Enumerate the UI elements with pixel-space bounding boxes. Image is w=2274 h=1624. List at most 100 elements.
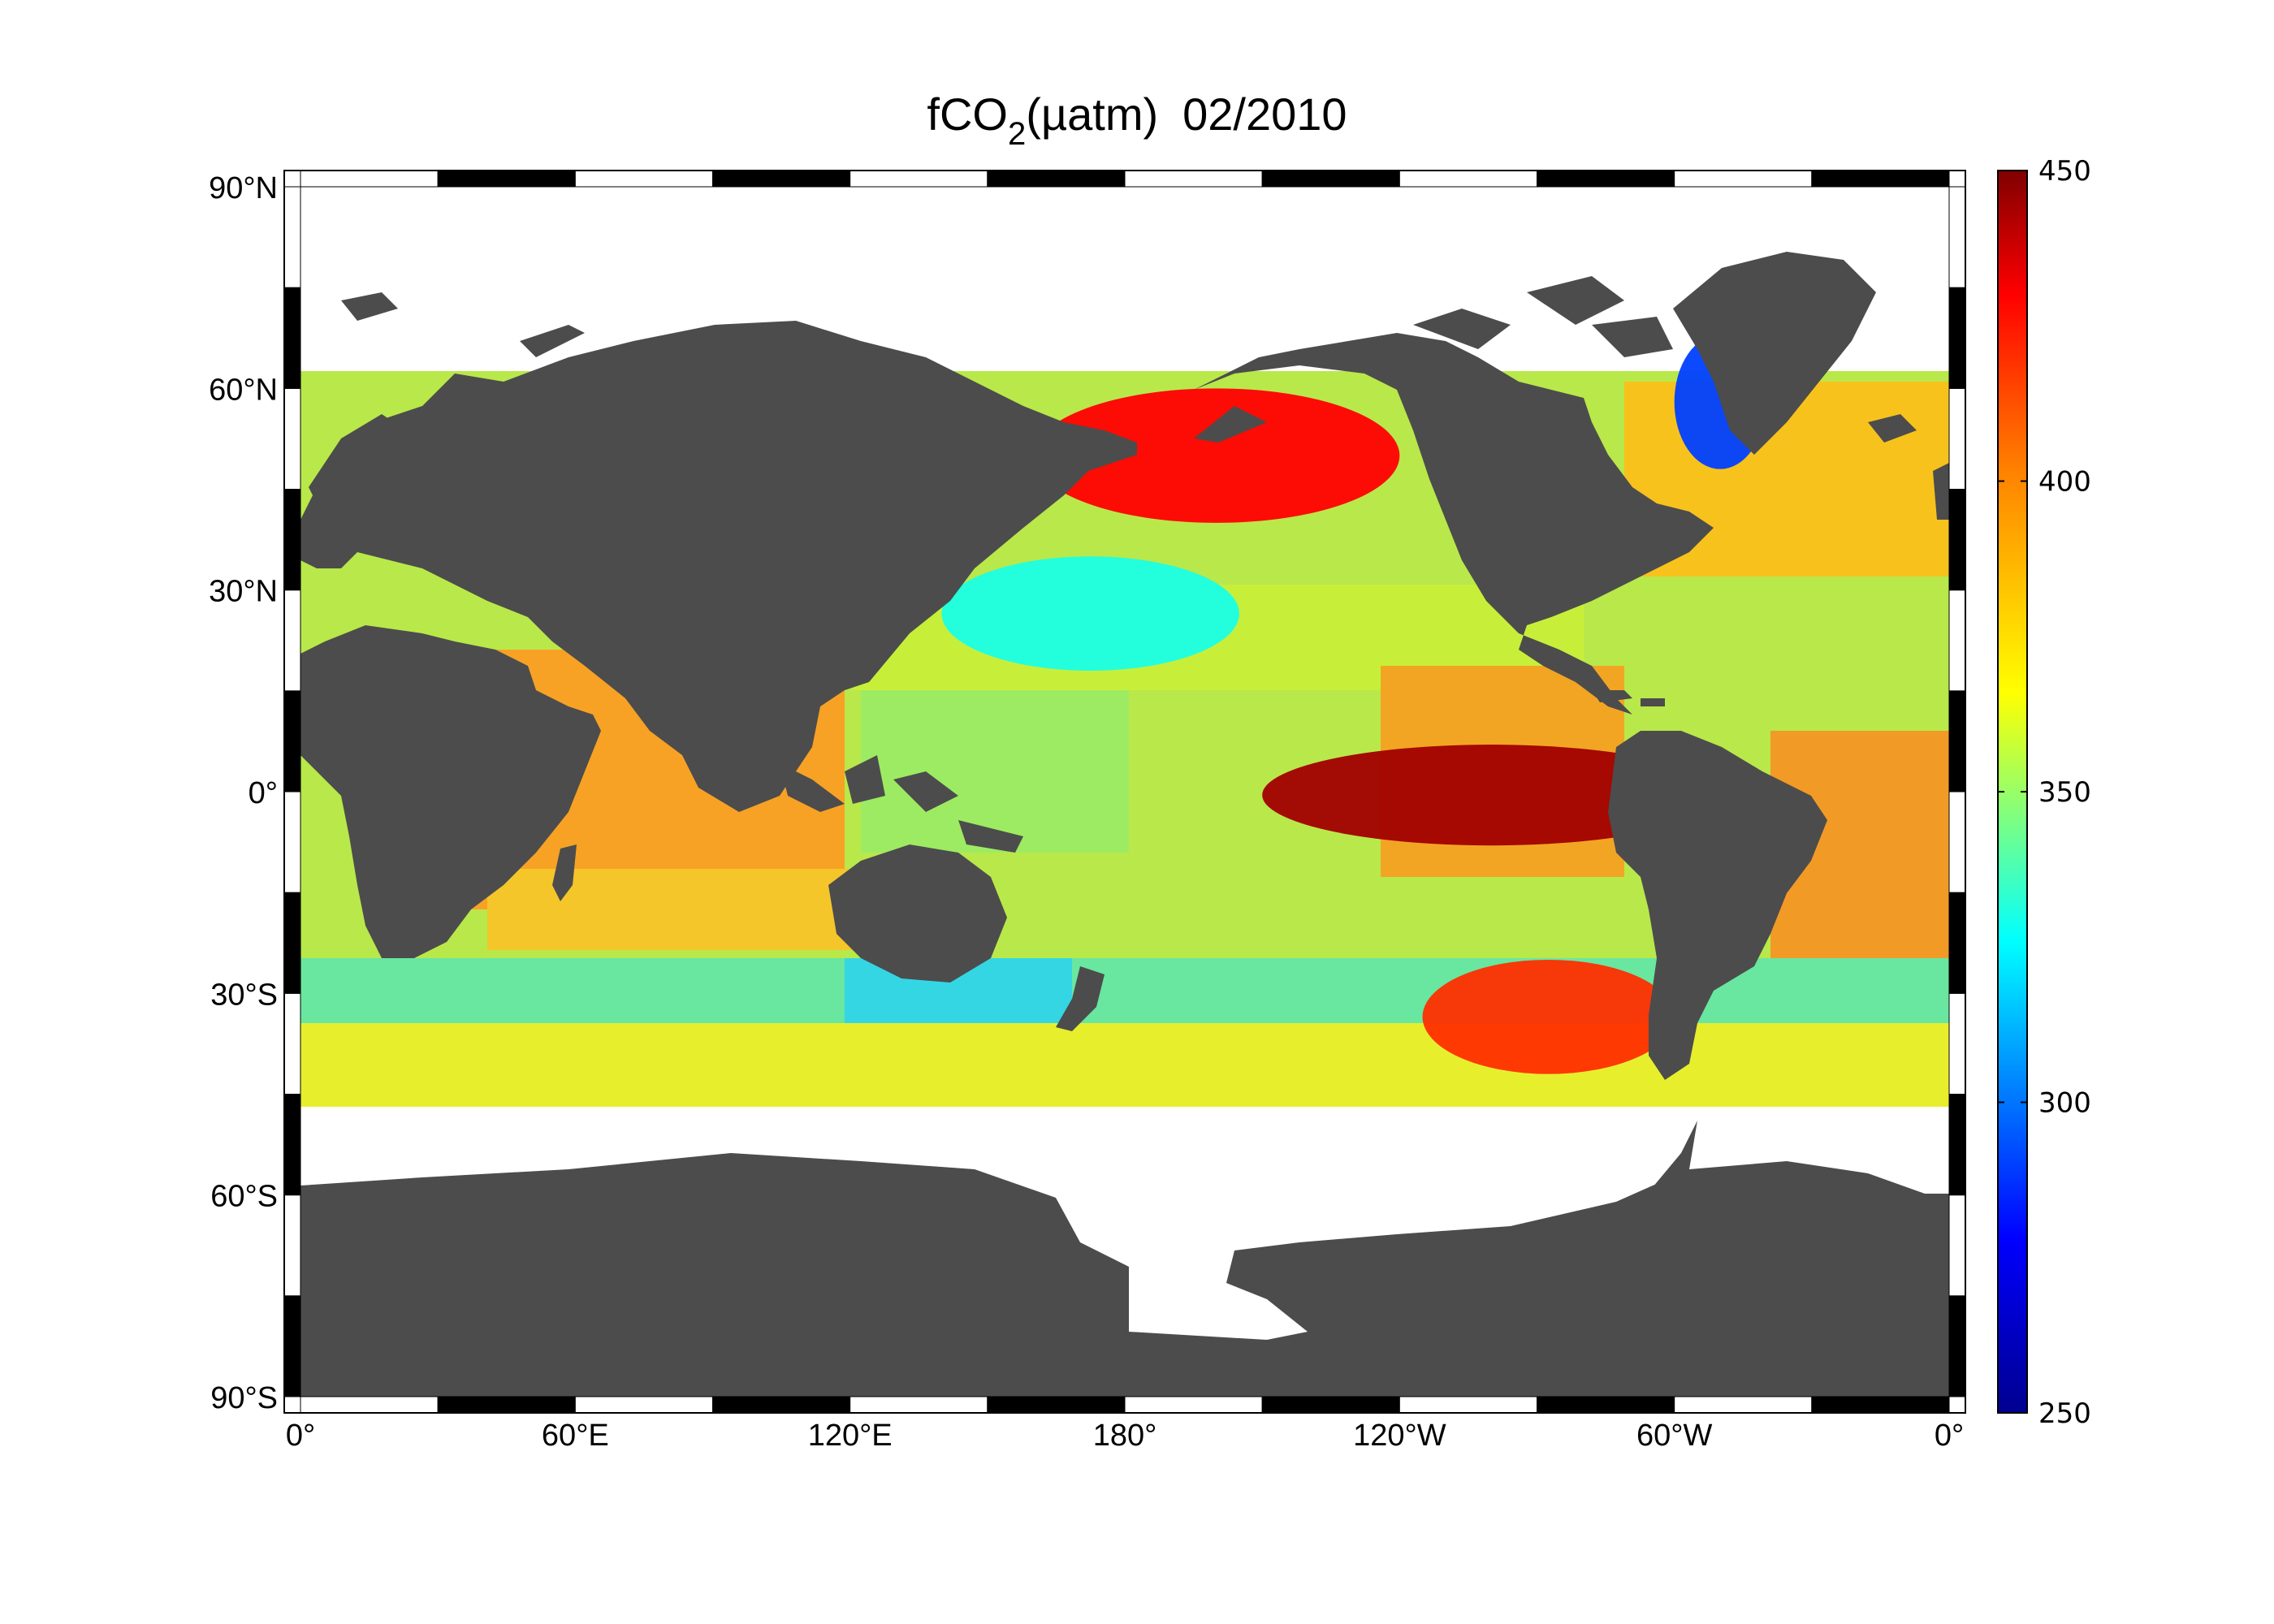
frame-band-left--15	[283, 791, 301, 893]
frame-band-right--15	[1948, 791, 1966, 893]
frame-band-right-60	[1948, 287, 1966, 389]
frame-band-top-60	[574, 170, 713, 188]
frame-band-right--45	[1948, 992, 1966, 1095]
land-svalbard	[341, 292, 398, 321]
anomaly-south-pacific-high	[1422, 959, 1675, 1074]
frame-band-top-180	[1124, 170, 1263, 188]
land-north-america	[1194, 333, 1714, 715]
frame-band-top-90	[712, 170, 851, 188]
land-madagascar	[552, 844, 577, 901]
frame-band-left-60	[283, 287, 301, 389]
lon-label: 180°	[1093, 1419, 1157, 1453]
lon-label: 120°W	[1353, 1419, 1446, 1453]
frame-band-bottom-270	[1537, 1396, 1675, 1414]
colorbar-tick-label: 400	[2038, 466, 2091, 499]
land-british-isles	[1933, 463, 1949, 520]
frame-band-bottom-150	[987, 1396, 1126, 1414]
lat-label: 90°N	[209, 171, 278, 205]
frame-band-right--75	[1948, 1194, 1966, 1297]
frame-band-top-120	[850, 170, 988, 188]
lon-label: 0°	[286, 1419, 315, 1453]
colorbar-tick-label: 350	[2038, 776, 2091, 809]
frame-band-left-45	[283, 387, 301, 490]
frame-band-bottom-240	[1399, 1396, 1538, 1414]
colorbar-tick-label: 300	[2038, 1087, 2091, 1120]
anomaly-equatorial-pacific-high	[1262, 745, 1721, 846]
land-eurasia	[300, 321, 1137, 812]
frame-band-top-150	[987, 170, 1126, 188]
colorbar-tick-label: 250	[2038, 1397, 2091, 1430]
frame-band-top-210	[1261, 170, 1400, 188]
field-band-indian-south	[487, 869, 853, 950]
anomaly-north-pacific-low	[941, 556, 1239, 672]
land-caribbean	[1592, 690, 1665, 706]
land-novaya-zemlya	[520, 325, 585, 357]
frame-band-bottom-330	[1811, 1396, 1950, 1414]
frame-band-bottom-60	[574, 1396, 713, 1414]
frame-band-left--30	[283, 892, 301, 994]
land-greenland	[1673, 252, 1876, 455]
lat-label: 30°S	[210, 978, 278, 1012]
lon-label: 120°E	[808, 1419, 893, 1453]
lon-label: 60°W	[1636, 1419, 1712, 1453]
title-subscript: 2	[1008, 116, 1026, 152]
land-canadian-arctic	[1413, 276, 1673, 357]
colorbar-tick-label: 450	[2038, 155, 2091, 188]
frame-band-bottom-210	[1261, 1396, 1400, 1414]
frame-band-left--45	[283, 992, 301, 1095]
colorbar-ticks: 250 300 350 400 450	[1998, 155, 2091, 1430]
frame-band-left-15	[283, 590, 301, 692]
frame-band-right--30	[1948, 892, 1966, 994]
map-plot-area	[300, 187, 1949, 1397]
longitude-labels: 0° 60°E 120°E 180° 120°W 60°W 0°	[286, 1419, 1964, 1453]
frame-band-top-330	[1811, 170, 1950, 188]
field-band-west-pacific	[861, 690, 1129, 853]
frame-band-bottom-90	[712, 1396, 851, 1414]
lat-label: 0°	[249, 776, 278, 810]
frame-band-left-0	[283, 690, 301, 793]
frame-band-right-15	[1948, 590, 1966, 692]
frame-band-right-75	[1948, 186, 1966, 288]
land-layer	[300, 252, 1949, 1397]
land-africa	[300, 625, 601, 958]
frame-band-left--90	[283, 1295, 301, 1397]
land-iceland	[1868, 414, 1917, 443]
frame-band-right-0	[1948, 690, 1966, 793]
frame-outline	[283, 170, 1966, 1414]
frame-band-bottom-30	[437, 1396, 576, 1414]
anomaly-layer	[941, 335, 1766, 1074]
frame-band-right-30	[1948, 489, 1966, 591]
title-date: 02/2010	[1182, 89, 1347, 140]
frame-band-right-45	[1948, 387, 1966, 490]
frame-band-bottom-300	[1674, 1396, 1813, 1414]
frame-band-right--60	[1948, 1094, 1966, 1196]
land-new-zealand	[1056, 966, 1105, 1031]
field-band-southern-ocean-yellow	[300, 1023, 1949, 1107]
lat-label: 30°N	[209, 575, 278, 609]
anomaly-north-pacific-high	[1033, 388, 1400, 523]
map-title: fCO2(µatm) 02/2010	[927, 89, 1347, 152]
title-suffix: (µatm)	[1026, 89, 1158, 140]
latitude-labels: 90°N 60°N 30°N 0° 30°S 60°S 90°S	[209, 171, 278, 1415]
colorbar: 250 300 350 400 450	[1997, 155, 2091, 1430]
lat-label: 60°N	[209, 373, 278, 407]
land-alaska-peninsula	[1194, 406, 1267, 443]
frame-band-bottom-120	[850, 1396, 988, 1414]
land-indonesia	[780, 755, 1023, 853]
lat-label: 60°S	[210, 1180, 278, 1214]
frame-band-top-30	[437, 170, 576, 188]
frame-band-left--60	[283, 1094, 301, 1196]
land-scandinavia	[309, 414, 406, 520]
frame-band-left-75	[283, 186, 301, 288]
title-prefix: fCO	[927, 89, 1008, 140]
land-australia	[828, 844, 1007, 983]
frame-band-bottom-180	[1124, 1396, 1263, 1414]
land-antarctica	[300, 1121, 1949, 1397]
frame-band-top-0	[300, 170, 439, 188]
land-japan	[893, 520, 942, 601]
frame-band-top-270	[1537, 170, 1675, 188]
frame-band-left-30	[283, 489, 301, 591]
frame-band-bottom-0	[300, 1396, 439, 1414]
frame-band-top-240	[1399, 170, 1538, 188]
